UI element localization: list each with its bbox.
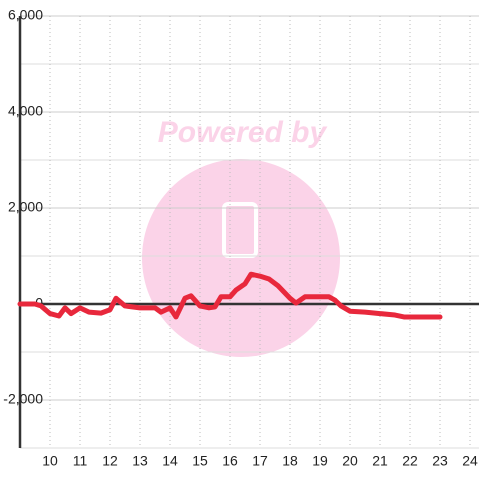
x-tick-label: 13 [132,453,148,469]
y-tick-label: 6,000 [8,7,43,23]
x-tick-label: 18 [282,453,298,469]
x-tick-label: 19 [312,453,328,469]
y-tick-label: 4,000 [8,103,43,119]
y-tick-label: 0 [35,295,43,311]
x-tick-label: 16 [222,453,238,469]
x-tick-label: 21 [372,453,388,469]
x-tick-label: 23 [432,453,448,469]
y-tick-label: 2,000 [8,199,43,215]
watermark-text: Powered by [158,116,328,149]
x-tick-label: 20 [342,453,358,469]
x-tick-label: 11 [73,453,88,469]
x-tick-label: 12 [102,453,118,469]
y-tick-label: -2,000 [3,391,43,407]
x-tick-label: 10 [42,453,58,469]
x-tick-label: 15 [192,453,208,469]
x-tick-label: 24 [462,453,478,469]
x-tick-label: 17 [252,453,268,469]
x-tick-label: 14 [162,453,178,469]
watermark: Powered by [142,116,340,357]
x-tick-label: 22 [402,453,418,469]
data-line [17,271,443,320]
